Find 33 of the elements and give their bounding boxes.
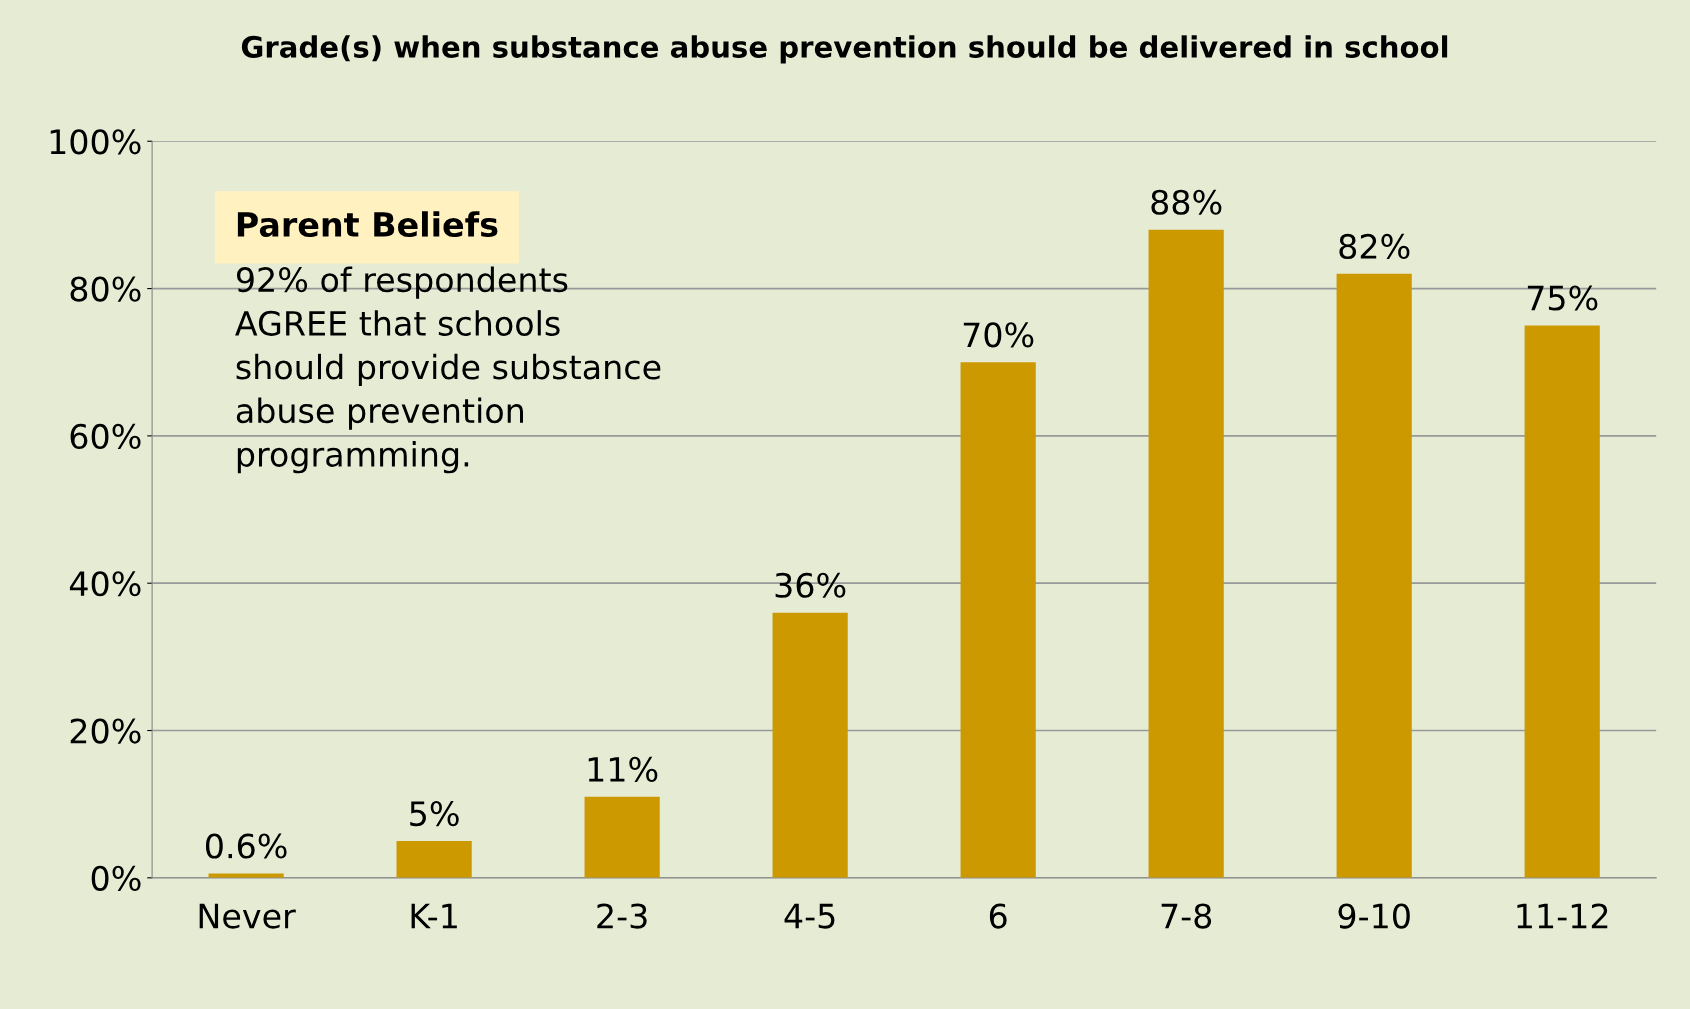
x-tick-label: 11-12 [1517,903,1608,929]
bar [772,612,848,878]
data-label: 11% [588,756,658,783]
data-label: 5% [410,801,459,827]
annotation: 92% of respondents AGREE that schools should provide substance abuse prevention programming. [235,266,661,474]
x-tick-label: 4-5 [784,903,835,929]
data-label: 0.6% [205,833,287,859]
x-tick-label: 6 [989,903,1007,929]
y-tick-label: 40% [69,571,141,597]
bar [396,841,472,878]
bar [1524,325,1600,878]
annotation: Parent Beliefs [237,211,498,238]
data-label: 88% [1151,189,1222,215]
x-tick-label: Never [199,903,296,929]
y-tick-label: 0% [91,865,141,891]
y-tick-label: 20% [70,718,141,744]
y-tick-label: 60% [70,423,141,450]
x-tick-label: 2-3 [597,903,647,929]
bar [1336,273,1412,878]
bar [960,362,1036,878]
data-label: 70% [963,322,1034,348]
x-tick-label: K-1 [411,903,457,929]
x-tick-label: 9-10 [1338,903,1410,929]
bar [208,873,284,878]
bar [584,796,660,878]
data-label: 82% [1339,233,1410,260]
bar [1148,229,1224,878]
x-tick-label: 7-8 [1161,903,1212,929]
data-label: 75% [1527,285,1598,311]
data-label: 36% [775,572,846,598]
chart-title: Grade(s) when substance abuse prevention should be delivered in school [241,35,1448,64]
y-tick-label: 100% [50,129,141,155]
y-tick-label: 80% [70,276,141,302]
